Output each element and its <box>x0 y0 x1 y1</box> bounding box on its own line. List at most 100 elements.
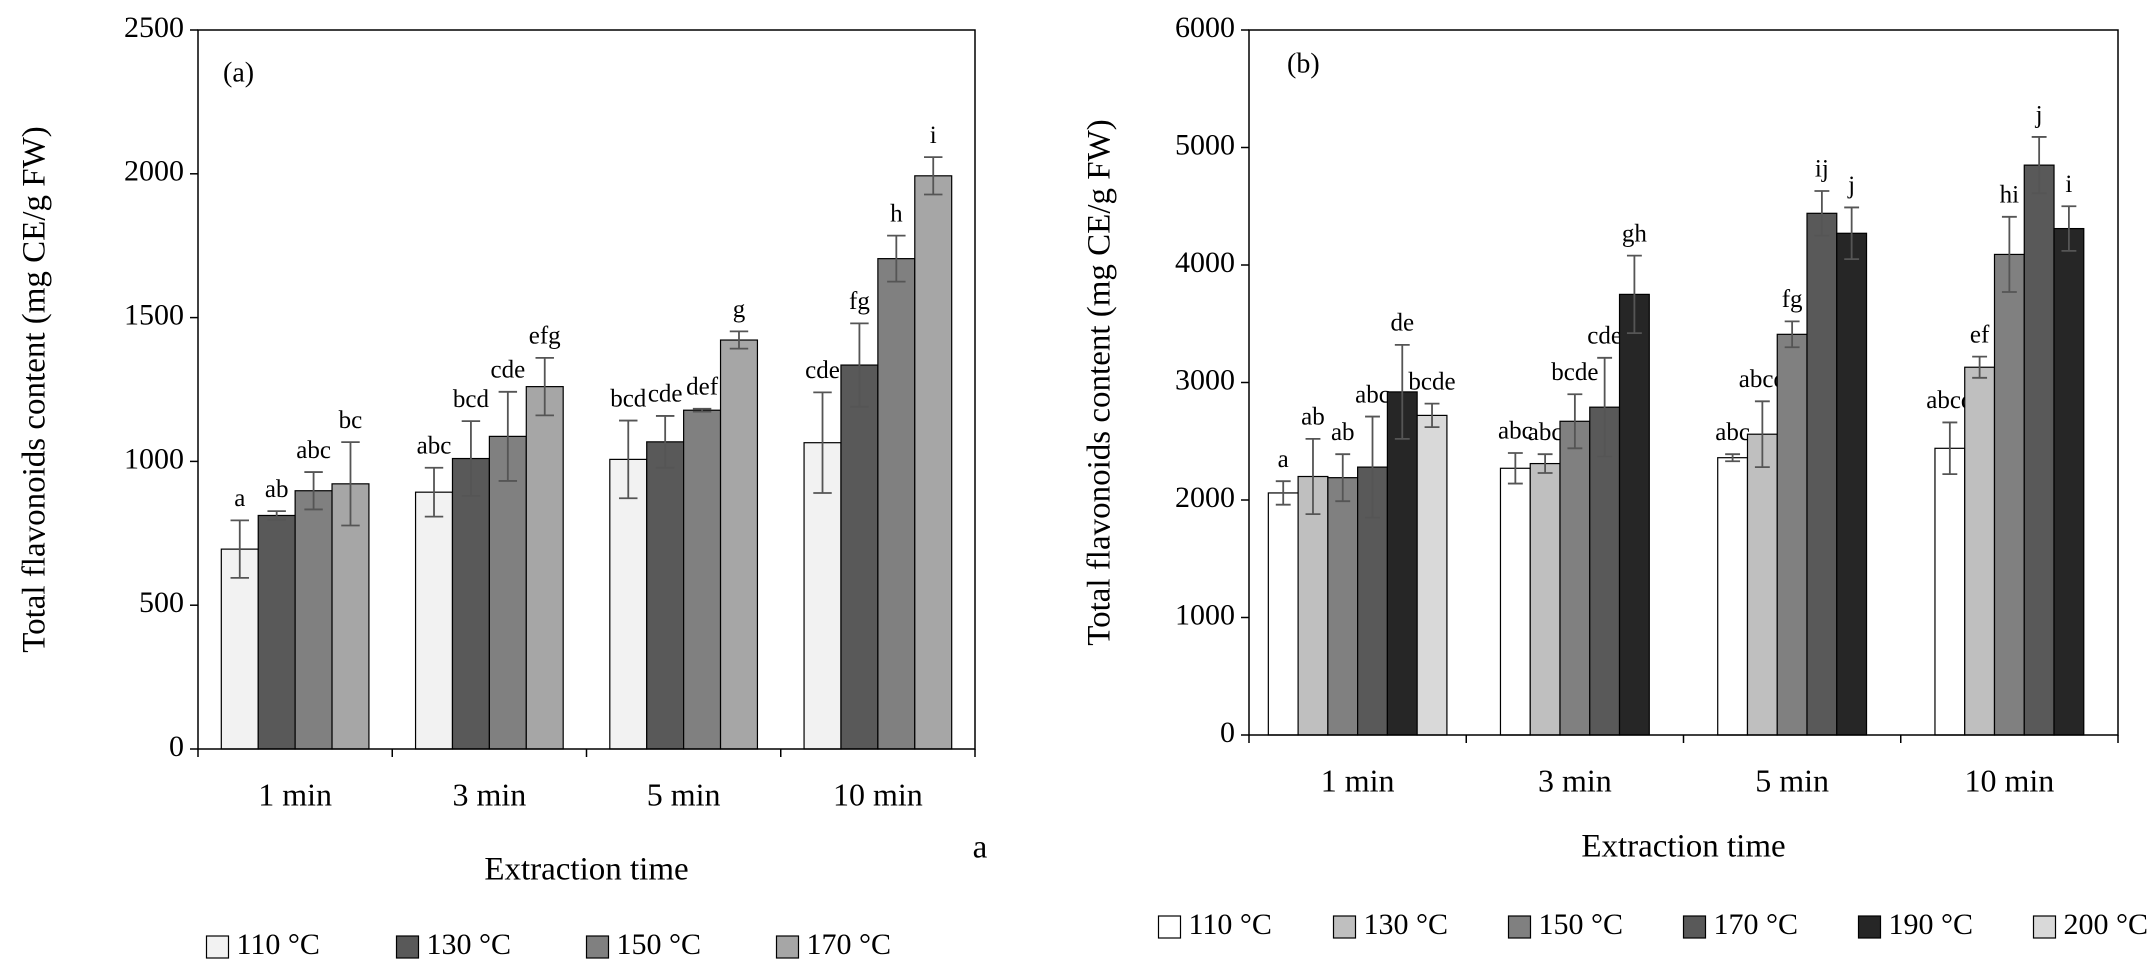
bar <box>1717 457 1749 736</box>
panel-label: (b) <box>1287 48 1320 79</box>
error-bar <box>2001 215 2017 293</box>
bar <box>1993 253 2025 736</box>
bar <box>609 458 648 750</box>
error-bar <box>267 510 286 521</box>
error-bar <box>2031 136 2047 195</box>
significance-letter: hi <box>2000 182 2020 209</box>
y-tick-label: 6000 <box>1175 11 1235 44</box>
bar <box>525 386 564 750</box>
significance-letter: ef <box>1970 321 1990 348</box>
significance-letter: def <box>686 374 719 401</box>
y-tick-label: 500 <box>139 586 184 619</box>
x-tick-label: 10 min <box>833 776 923 812</box>
legend-label: 150 °C <box>1539 908 1624 941</box>
error-bar <box>1784 320 1800 349</box>
legend-swatch <box>1507 915 1532 939</box>
legend-swatch <box>775 935 800 959</box>
legend-label: 110 °C <box>1189 908 1272 941</box>
error-bar <box>1844 206 1860 261</box>
bar <box>1836 232 1868 736</box>
bar <box>914 175 953 750</box>
error-bar <box>1942 421 1958 476</box>
error-bar <box>1365 415 1380 519</box>
error-bar <box>924 156 943 196</box>
plot-frame <box>197 29 976 750</box>
error-bar <box>1626 254 1642 335</box>
bar <box>451 457 490 750</box>
legend-label: 190 °C <box>1889 908 1974 941</box>
significance-letter: gh <box>1622 220 1648 247</box>
error-bar <box>692 407 712 413</box>
bar <box>414 491 454 750</box>
error-bar <box>850 322 869 408</box>
significance-letter: ab <box>1331 419 1355 446</box>
significance-letter: bcd <box>453 386 490 413</box>
bar <box>1618 293 1650 736</box>
annotation: a <box>973 830 988 866</box>
significance-letter: cde <box>648 381 683 408</box>
bar <box>2053 227 2085 736</box>
significance-letter: i <box>930 122 937 149</box>
error-bar <box>1567 393 1583 450</box>
significance-letter: abc <box>296 437 331 464</box>
significance-letter: de <box>1390 310 1414 337</box>
significance-letter: bc <box>339 407 363 434</box>
y-axis-title: Total flavonoids content (mg CE/g FW) <box>1082 119 1118 646</box>
significance-letter: abc <box>1355 381 1390 408</box>
error-bar <box>1335 453 1351 503</box>
error-bar <box>230 519 249 579</box>
x-tick-label: 3 min <box>452 776 526 812</box>
bar <box>1327 477 1359 736</box>
bar <box>488 435 527 750</box>
legend-label: 200 °C <box>2064 908 2147 941</box>
error-bar <box>1394 344 1410 440</box>
significance-letter: ij <box>1815 156 1829 183</box>
significance-letter: j <box>2035 102 2043 129</box>
legend-swatch <box>585 935 610 959</box>
y-axis-title: Total flavonoids content (mg CE/g FW) <box>17 126 53 653</box>
legend-label: 170 °C <box>1714 908 1799 941</box>
error-bar <box>498 390 518 482</box>
error-bar <box>887 234 906 283</box>
error-bar <box>341 441 360 527</box>
significance-letter: abc <box>1528 419 1563 446</box>
error-bar <box>424 466 444 518</box>
significance-letter: bcd <box>610 385 647 412</box>
y-tick-label: 4000 <box>1175 246 1235 279</box>
y-tick-label: 2500 <box>124 11 184 44</box>
legend-swatch <box>2032 915 2057 939</box>
legend-swatch <box>1857 915 1882 939</box>
error-bar <box>1754 400 1770 468</box>
significance-letter: cde <box>805 357 840 384</box>
significance-letter: ab <box>1301 404 1325 431</box>
bar <box>1499 467 1531 736</box>
significance-letter: j <box>1847 172 1855 199</box>
legend-label: 130 °C <box>1364 908 1449 941</box>
error-bar <box>535 356 554 417</box>
x-tick-label: 1 min <box>1321 762 1395 798</box>
bar <box>1559 420 1591 736</box>
bar <box>1297 475 1329 736</box>
error-bar <box>304 471 323 511</box>
legend-swatch <box>1332 915 1357 939</box>
x-axis-title: Extraction time <box>1581 829 1785 865</box>
x-tick-label: 10 min <box>1964 762 2054 798</box>
x-tick-label: 3 min <box>1538 762 1612 798</box>
significance-letter: bcde <box>1408 368 1455 395</box>
bar <box>1964 366 1996 736</box>
y-tick-label: 3000 <box>1175 363 1235 396</box>
y-tick-label: 5000 <box>1175 128 1235 161</box>
legend-label: 110 °C <box>237 928 320 961</box>
bar <box>646 441 685 750</box>
significance-letter: a <box>1278 446 1289 473</box>
significance-letter: fg <box>1782 286 1803 313</box>
significance-letter: fg <box>849 288 870 315</box>
legend-swatch <box>1682 915 1707 939</box>
bar <box>1776 333 1808 736</box>
significance-letter: efg <box>529 323 561 350</box>
significance-letter: i <box>2065 171 2072 198</box>
y-tick-label: 1000 <box>1175 598 1235 631</box>
significance-letter: bcde <box>1551 359 1598 386</box>
error-bar <box>1305 438 1321 515</box>
bar <box>257 514 296 750</box>
